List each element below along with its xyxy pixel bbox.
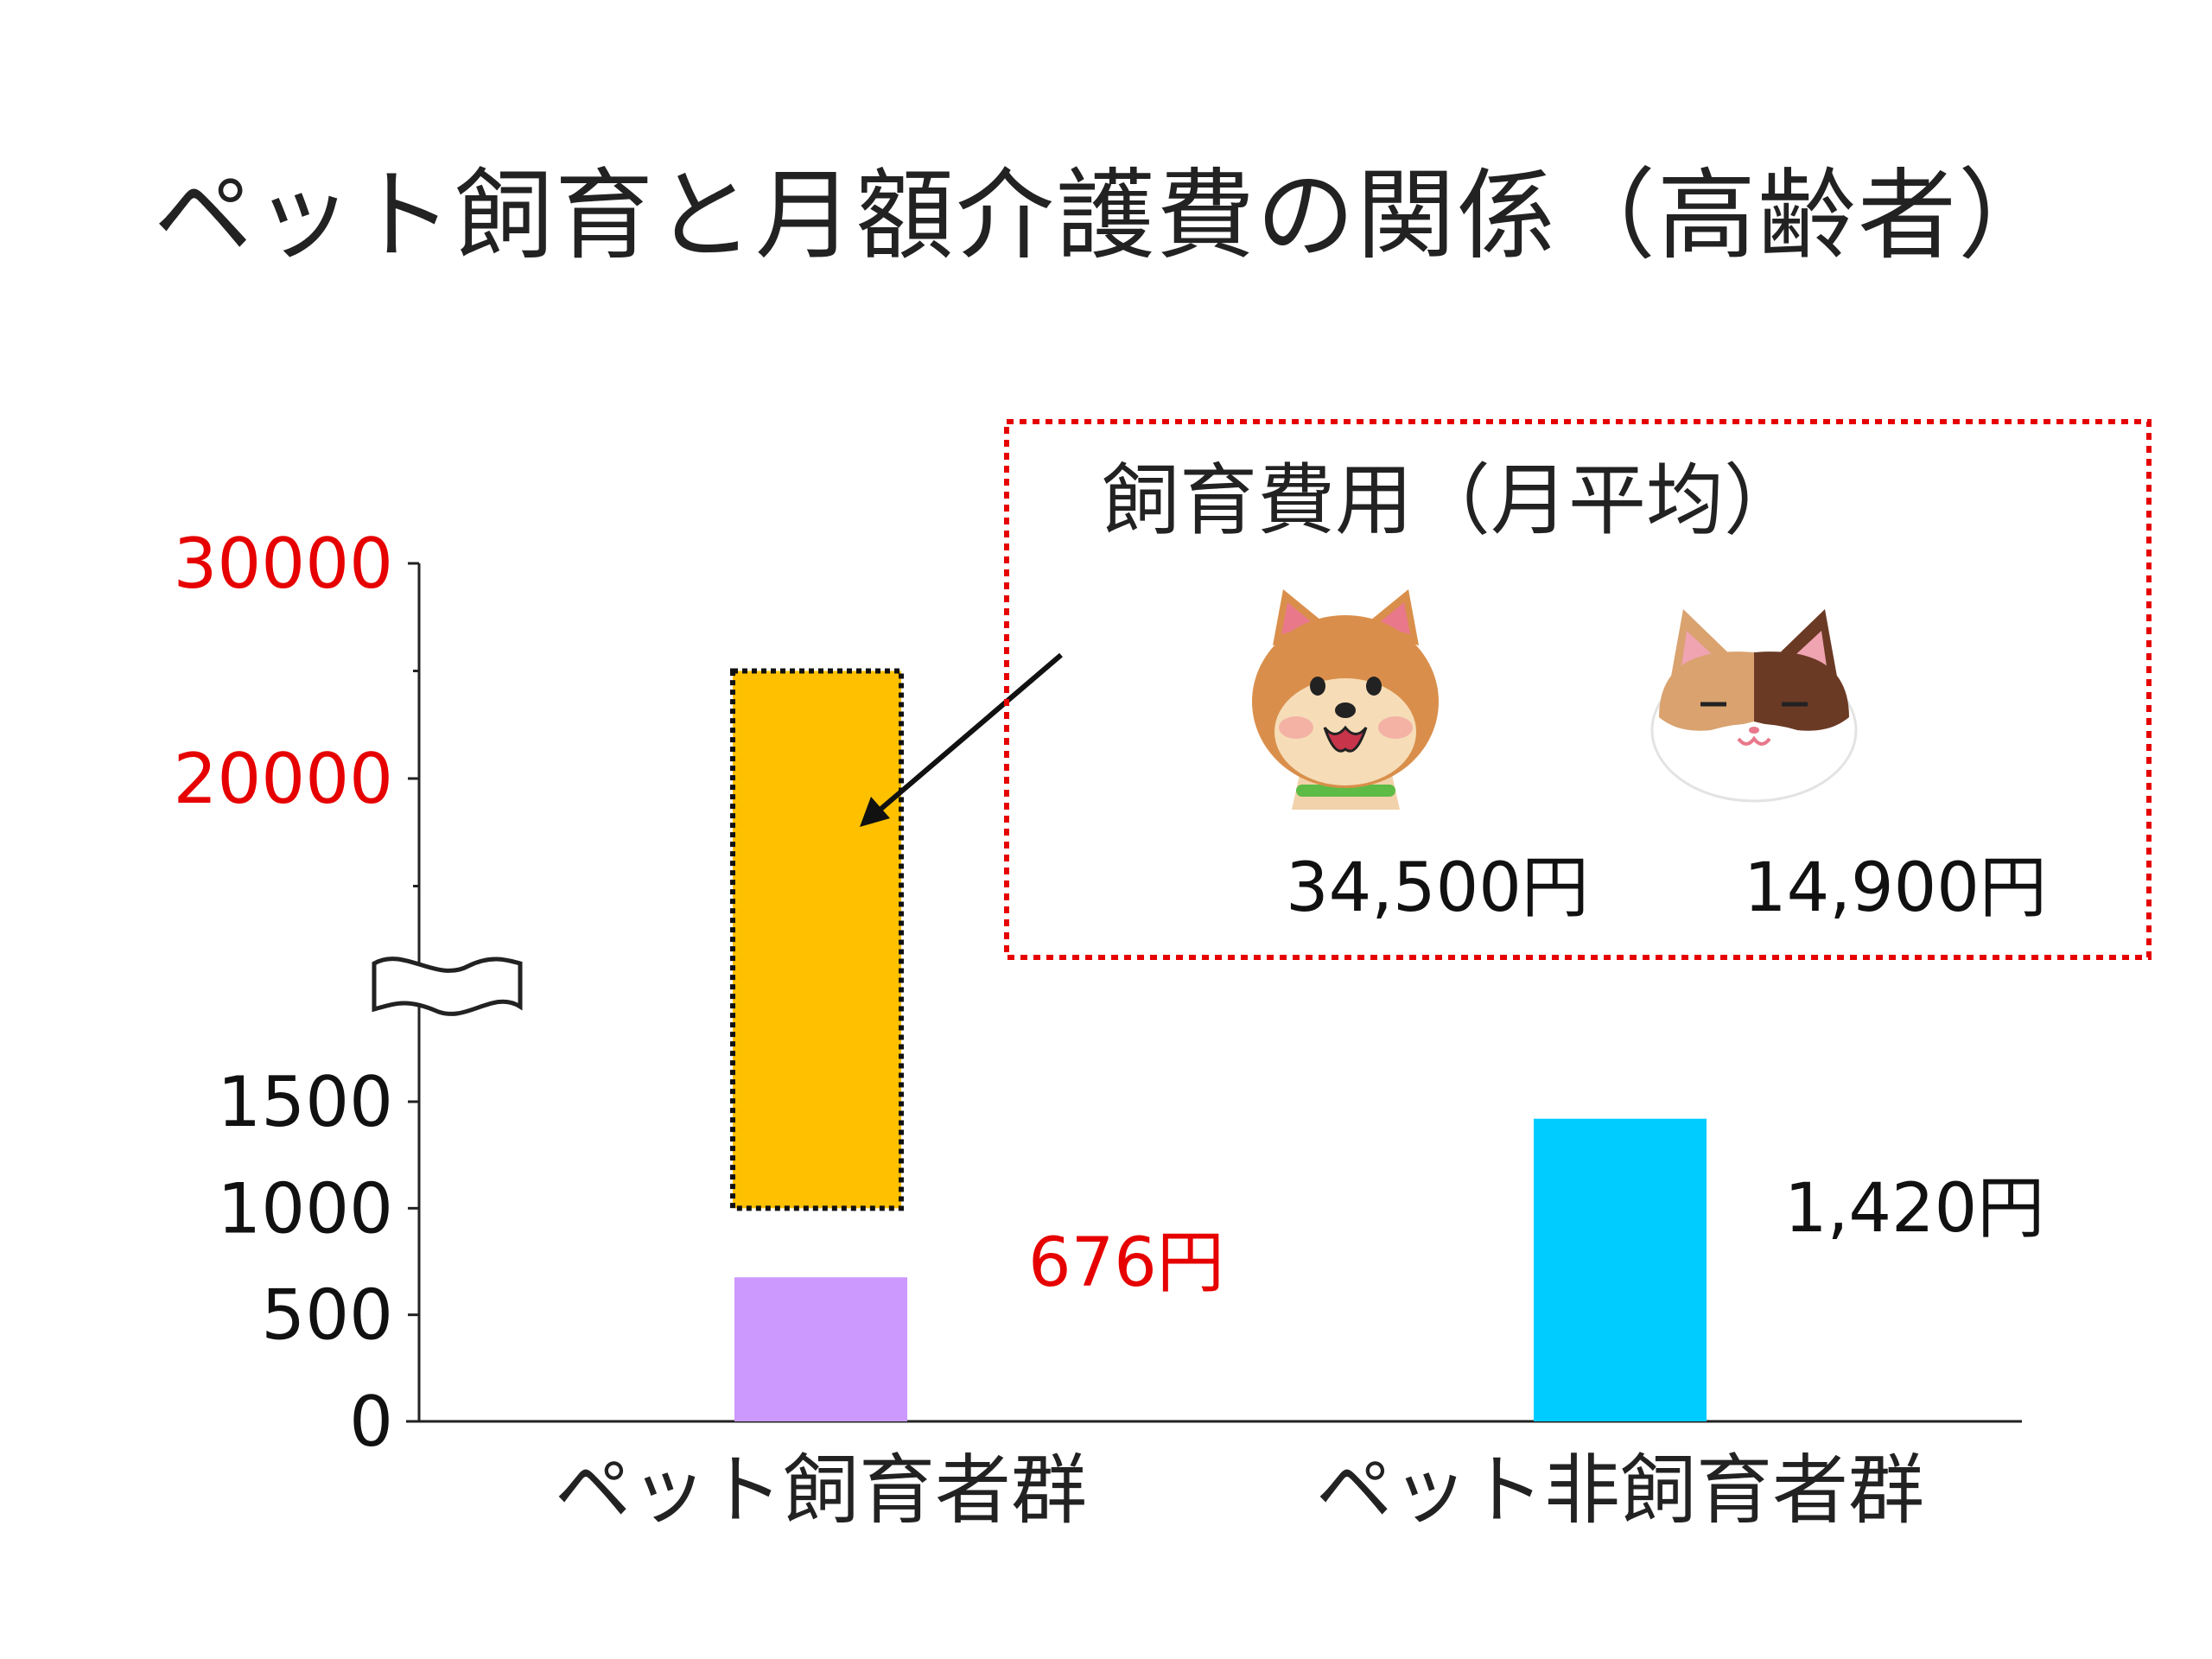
x-category-label: ペット飼育者群 xyxy=(555,1446,1087,1535)
page-title: ペット飼育と月額介護費の関係（高齢者） xyxy=(153,158,2058,273)
non-owner-value-label: 1,420円 xyxy=(1784,1170,2044,1248)
cat-icon xyxy=(1650,609,1858,803)
dog-icon xyxy=(1252,589,1439,810)
dog-cost-label: 34,500円 xyxy=(1286,849,1589,927)
bar-non-owner xyxy=(1534,1118,1707,1421)
annotation-arrowhead xyxy=(860,797,890,827)
inset-box xyxy=(1004,419,2152,960)
axis-break-symbol xyxy=(372,957,523,1016)
bar-owner-with-pet-cost xyxy=(730,668,904,1211)
y-tick-label: 20000 xyxy=(174,739,394,819)
annotation-arrow xyxy=(875,652,1063,815)
y-tick-label: 1000 xyxy=(217,1168,393,1249)
y-tick-label: 500 xyxy=(261,1275,393,1356)
y-tick-label: 0 xyxy=(349,1382,393,1462)
y-tick-label: 1500 xyxy=(217,1062,393,1142)
bar-owner xyxy=(734,1277,907,1421)
cat-cost-label: 14,900円 xyxy=(1744,849,2047,927)
x-category-label: ペット非飼育者群 xyxy=(1316,1446,1924,1535)
owner-value-label: 676円 xyxy=(1028,1224,1224,1302)
y-tick-label: 30000 xyxy=(174,524,394,604)
inset-title: 飼育費用（月平均） xyxy=(1102,455,1802,546)
